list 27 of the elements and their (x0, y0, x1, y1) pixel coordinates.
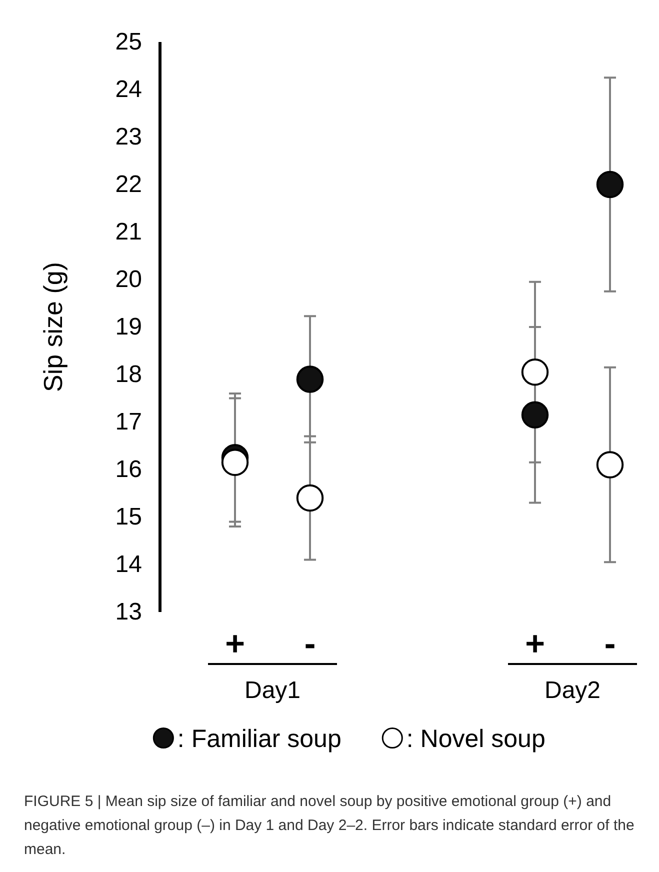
point (221, 448, 249, 476)
x-tick-label: + (225, 625, 245, 663)
y-tick-label: 18 (115, 361, 142, 388)
y-tick-label: 19 (115, 314, 142, 341)
y-tick-label: 24 (115, 76, 142, 104)
y-tick-label: 14 (115, 551, 142, 578)
y-tick-label: 16 (115, 456, 142, 484)
y-tick-label: 25 (115, 28, 142, 56)
caption: FIGURE 5 | Mean sip size of familiar and novel soup by positive emotional group (+) and negative emotional group (–) in Day 1 and Day 2–2. Error bars indicate standard error of the mean. (24, 792, 636, 860)
y-tick-label: 22 (115, 171, 142, 198)
point (596, 170, 624, 198)
point (521, 401, 549, 428)
y-tick-label: 23 (115, 124, 142, 151)
y-tick-label: 17 (115, 408, 142, 436)
x-tick-label: - (604, 625, 616, 663)
legend-label: : Novel soup (406, 725, 546, 753)
point (296, 366, 324, 393)
x-tick-label: + (525, 625, 545, 663)
y-tick-label: 21 (115, 218, 142, 246)
text: Day1 (244, 677, 301, 704)
y-tick-label: 20 (115, 266, 142, 294)
legend-label: : Familiar soup (177, 725, 342, 753)
y-tick-label: 13 (115, 598, 142, 626)
y-axis-title: Sip size (g) (38, 262, 68, 392)
x-tick-label: - (304, 625, 316, 663)
text: Day2 (544, 677, 601, 704)
y-tick-label: 15 (115, 504, 142, 531)
